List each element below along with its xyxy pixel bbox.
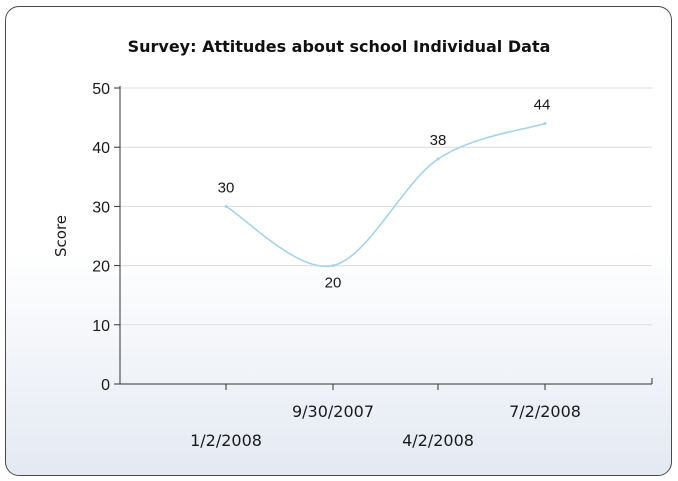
data-label-3: 44 — [534, 97, 551, 114]
data-labels: 30 20 38 44 — [218, 97, 551, 292]
y-tick-label-50: 50 — [92, 81, 110, 98]
data-point-2 — [436, 157, 440, 161]
chart-title: Survey: Attitudes about school Individua… — [127, 37, 551, 56]
data-label-2: 38 — [430, 132, 447, 149]
axes: 0 10 20 30 40 50 1/2/2008 9/30/2007 4/2/2008 7/2/… — [92, 81, 653, 450]
x-tick-label-3: 7/2/2008 — [509, 402, 581, 421]
gridlines — [120, 87, 652, 326]
data-label-0: 30 — [218, 179, 235, 196]
series-line — [225, 122, 546, 268]
chart-frame — [5, 6, 672, 476]
y-tick-label-20: 20 — [92, 259, 110, 276]
x-tick-label-2: 4/2/2008 — [402, 431, 474, 450]
series-layer — [224, 122, 547, 268]
y-tick-label-40: 40 — [92, 140, 110, 157]
y-tick-label-0: 0 — [101, 377, 110, 394]
y-axis-label: Score — [52, 215, 70, 257]
x-tick-label-1: 9/30/2007 — [292, 402, 374, 421]
y-tick-label-30: 30 — [92, 199, 110, 216]
data-point-0 — [224, 204, 228, 208]
data-label-1: 20 — [325, 275, 342, 292]
data-point-1 — [331, 264, 335, 268]
x-tick-label-0: 1/2/2008 — [190, 431, 262, 450]
y-tick-label-10: 10 — [92, 318, 110, 335]
data-point-3 — [543, 122, 547, 126]
